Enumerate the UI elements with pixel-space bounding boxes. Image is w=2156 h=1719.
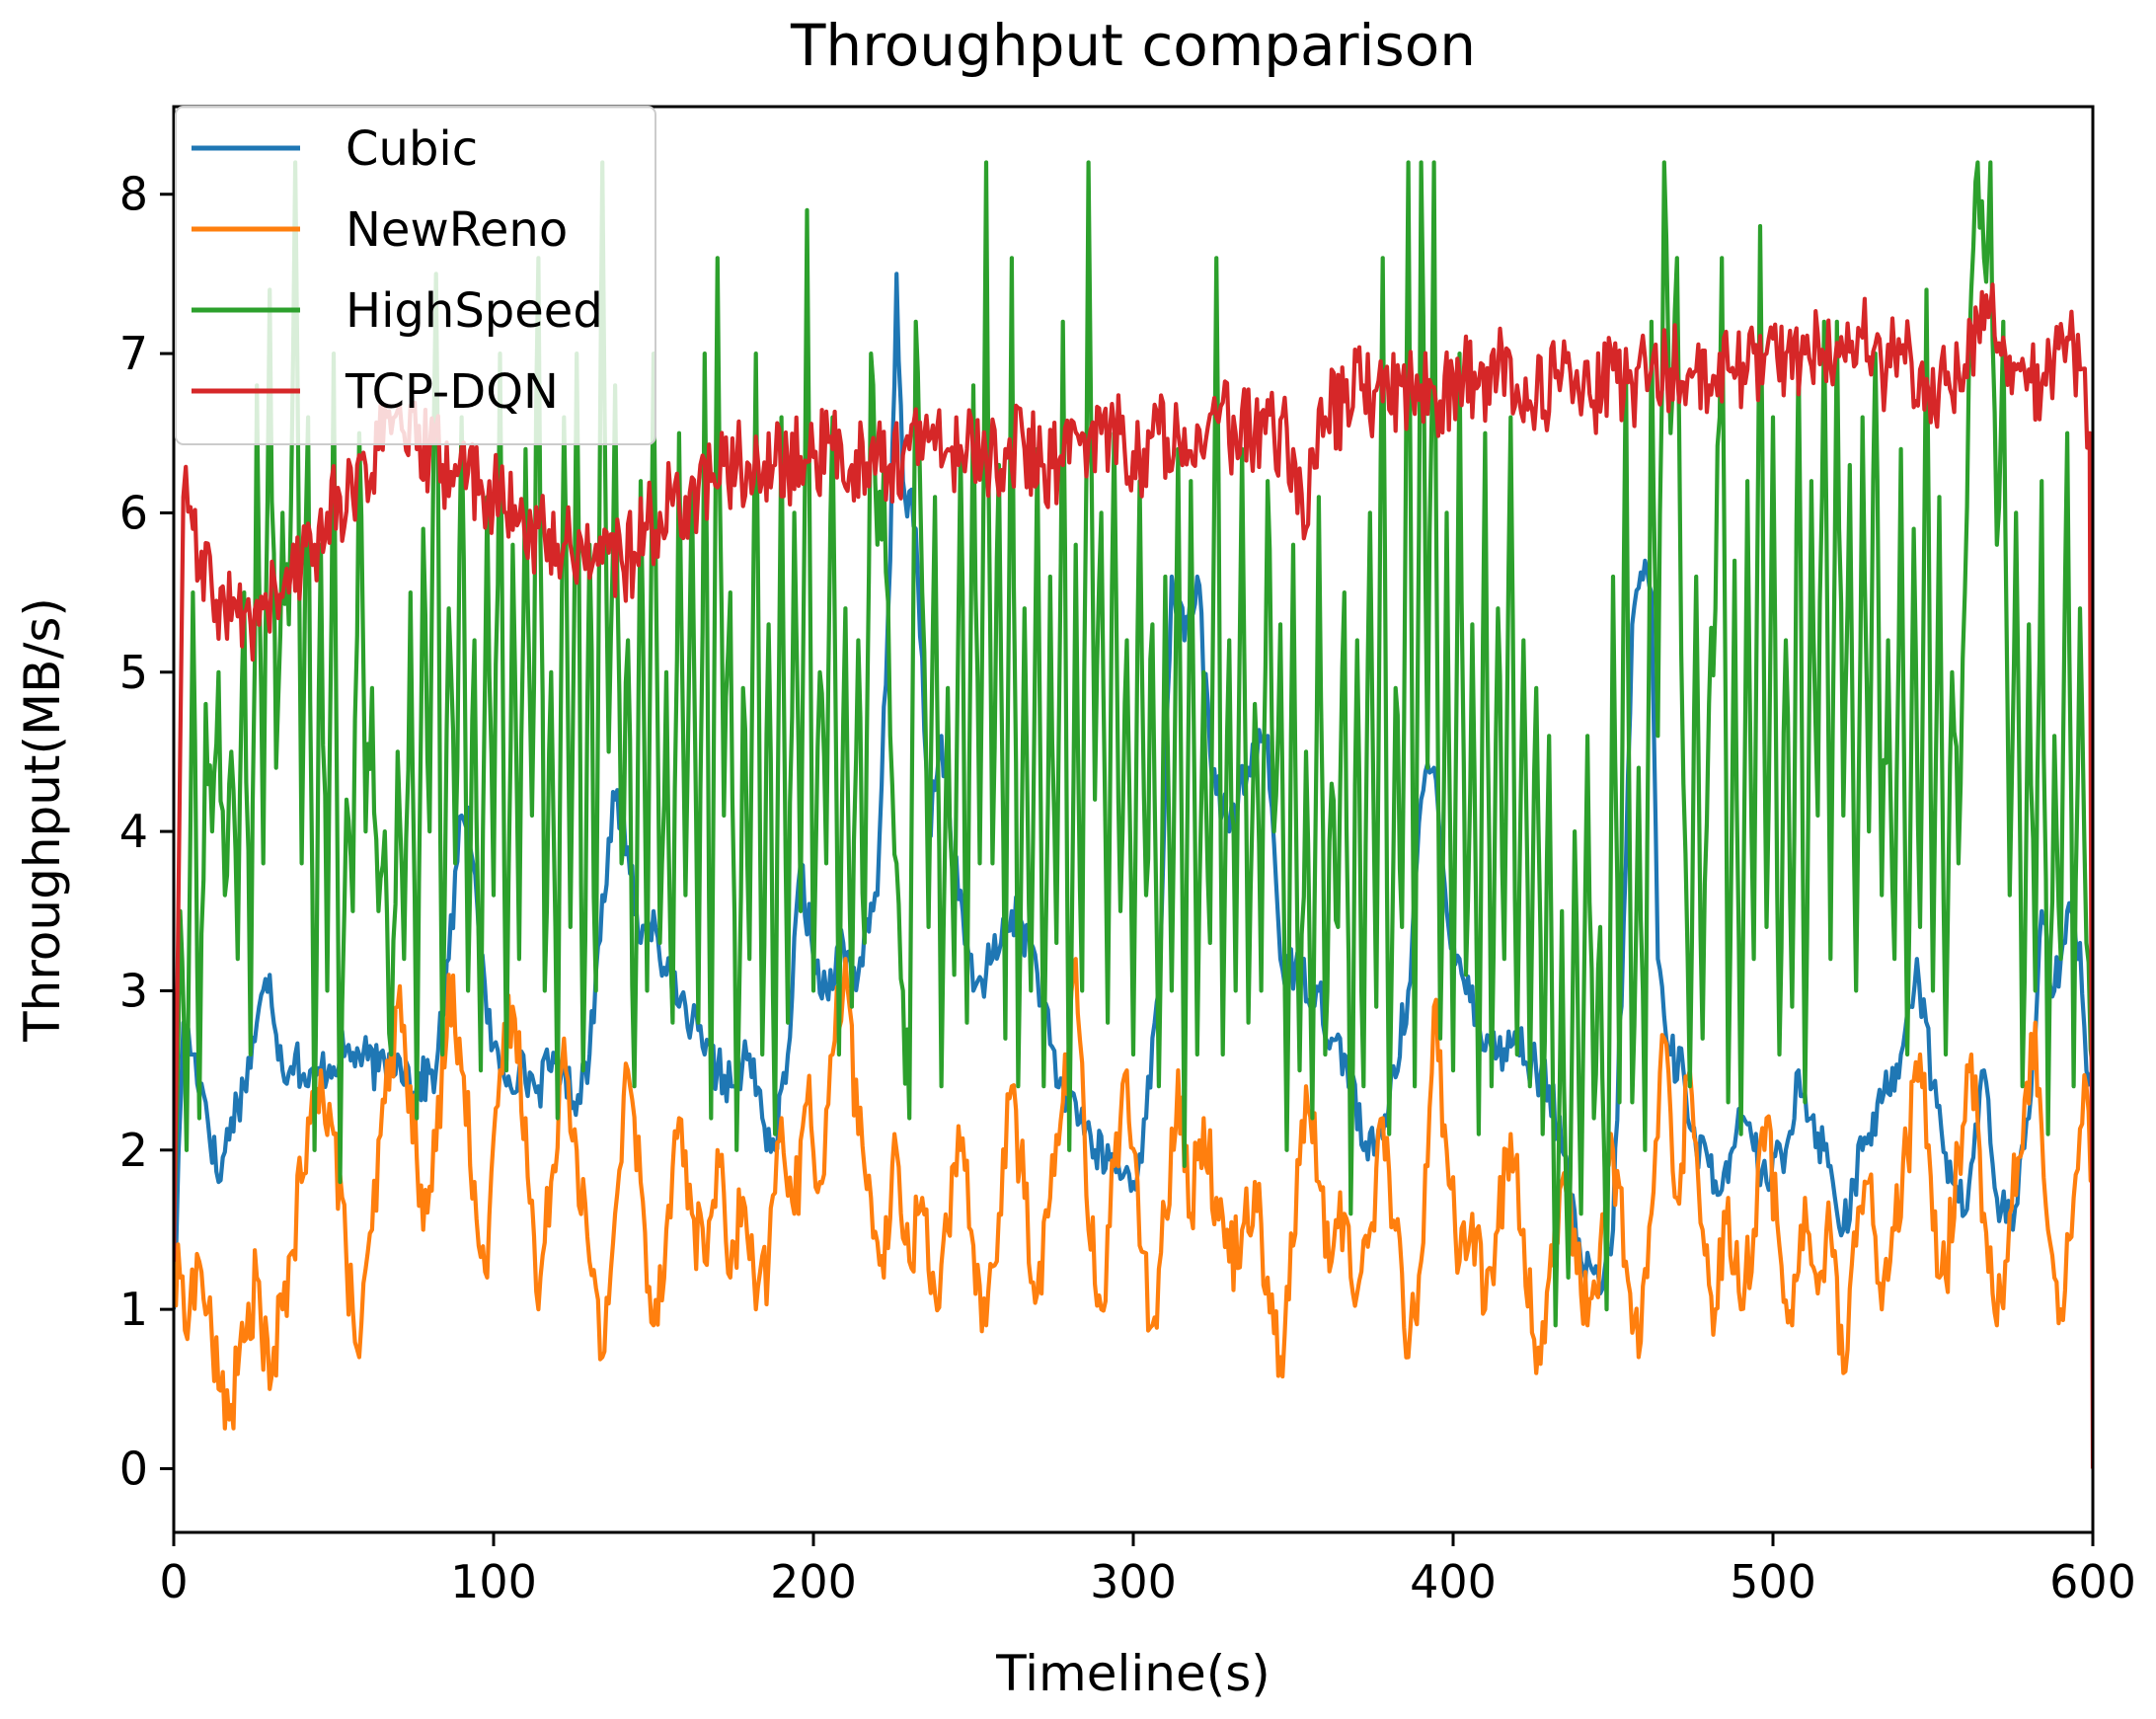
y-tick-label: 1	[119, 1283, 148, 1336]
chart-title: Throughput comparison	[790, 12, 1476, 79]
series-line-tcp-dqn	[174, 282, 2093, 1469]
legend-label-newreno: NewReno	[346, 202, 568, 258]
y-tick-label: 5	[119, 646, 148, 699]
y-tick-label: 7	[119, 327, 148, 380]
y-tick-label: 0	[119, 1442, 148, 1495]
series-layer	[174, 160, 2093, 1469]
series-line-highspeed	[174, 160, 2093, 1328]
y-tick-label: 8	[119, 168, 148, 221]
series-line-newreno	[174, 957, 2093, 1431]
y-tick-label: 4	[119, 805, 148, 858]
legend-label-cubic: Cubic	[346, 121, 478, 177]
x-tick-label: 600	[2049, 1555, 2136, 1608]
y-axis-ticks: 0 1 2 3 4 5 6 7 8	[119, 168, 174, 1495]
legend: Cubic NewReno HighSpeed TCP-DQN	[175, 106, 656, 445]
legend-label-tcp-dqn: TCP-DQN	[345, 364, 559, 420]
y-axis-label: Throughput(MB/s)	[14, 597, 71, 1043]
x-tick-label: 0	[159, 1555, 188, 1608]
x-tick-label: 100	[450, 1555, 537, 1608]
y-tick-label: 3	[119, 964, 148, 1017]
x-axis-ticks: 0 100 200 300 400 500 600	[159, 1532, 2136, 1608]
x-tick-label: 500	[1730, 1555, 1816, 1608]
x-tick-label: 200	[770, 1555, 857, 1608]
y-tick-label: 2	[119, 1124, 148, 1177]
x-axis-label: Timeline(s)	[995, 1645, 1270, 1702]
y-tick-label: 6	[119, 486, 148, 539]
legend-label-highspeed: HighSpeed	[346, 283, 603, 339]
x-tick-label: 400	[1410, 1555, 1497, 1608]
plot-frame	[172, 105, 2095, 1534]
x-tick-label: 300	[1090, 1555, 1177, 1608]
legend-box	[175, 106, 656, 445]
